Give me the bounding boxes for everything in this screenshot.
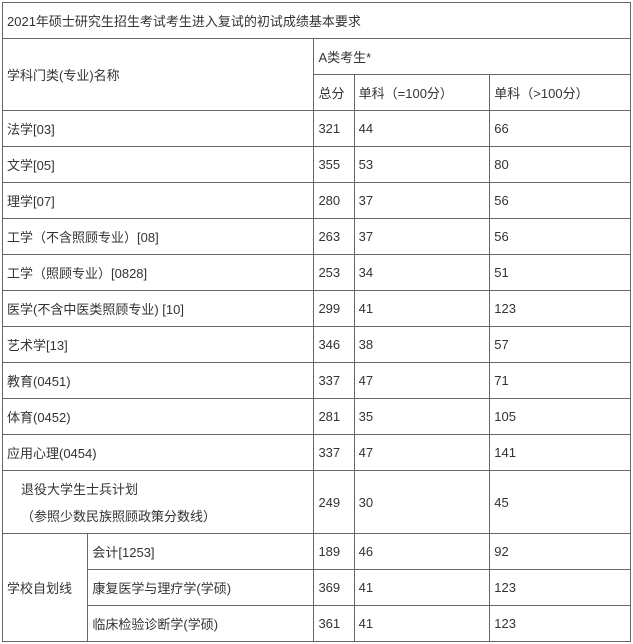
table-row: 教育(0451)3374771 xyxy=(3,363,631,399)
table-row: 体育(0452)28135105 xyxy=(3,399,631,435)
row-s1: 34 xyxy=(354,255,490,291)
row-total: 280 xyxy=(314,183,354,219)
row-total: 253 xyxy=(314,255,354,291)
row-s2: 123 xyxy=(490,570,631,606)
row-s1: 47 xyxy=(354,435,490,471)
row-name: 工学（照顾专业）[0828] xyxy=(3,255,314,291)
veteran-s1: 30 xyxy=(354,471,490,534)
table-row: 法学[03]3214466 xyxy=(3,111,631,147)
row-name: 工学（不含照顾专业）[08] xyxy=(3,219,314,255)
row-s2: 123 xyxy=(490,291,631,327)
row-total: 355 xyxy=(314,147,354,183)
row-name: 临床检验诊断学(学硕) xyxy=(88,606,314,642)
row-s2: 80 xyxy=(490,147,631,183)
row-s1: 53 xyxy=(354,147,490,183)
row-s2: 51 xyxy=(490,255,631,291)
row-s2: 56 xyxy=(490,219,631,255)
row-total: 346 xyxy=(314,327,354,363)
row-s1: 47 xyxy=(354,363,490,399)
col-total-header: 总分 xyxy=(314,75,354,111)
row-s2: 141 xyxy=(490,435,631,471)
row-s1: 41 xyxy=(354,291,490,327)
table-row: 理学[07]2803756 xyxy=(3,183,631,219)
row-s1: 37 xyxy=(354,183,490,219)
score-table: 2021年硕士研究生招生考试考生进入复试的初试成绩基本要求 学科门类(专业)名称… xyxy=(2,2,631,642)
row-total: 369 xyxy=(314,570,354,606)
table-row: 工学（不含照顾专业）[08]2633756 xyxy=(3,219,631,255)
row-s1: 41 xyxy=(354,570,490,606)
row-s2: 56 xyxy=(490,183,631,219)
col-gt100-header: 单科（>100分） xyxy=(490,75,631,111)
row-s2: 57 xyxy=(490,327,631,363)
row-total: 281 xyxy=(314,399,354,435)
subject-header: 学科门类(专业)名称 xyxy=(3,39,314,111)
table-row: 应用心理(0454)33747141 xyxy=(3,435,631,471)
row-total: 321 xyxy=(314,111,354,147)
veteran-row: 退役大学生士兵计划 （参照少数民族照顾政策分数线） 249 30 45 xyxy=(3,471,631,534)
col-le100-header: 单科（=100分） xyxy=(354,75,490,111)
row-total: 337 xyxy=(314,363,354,399)
table-title: 2021年硕士研究生招生考试考生进入复试的初试成绩基本要求 xyxy=(3,3,631,39)
row-name: 应用心理(0454) xyxy=(3,435,314,471)
header-row-1: 学科门类(专业)名称 A类考生* xyxy=(3,39,631,75)
row-name: 法学[03] xyxy=(3,111,314,147)
row-name: 文学[05] xyxy=(3,147,314,183)
veteran-total: 249 xyxy=(314,471,354,534)
table-row: 学校自划线会计[1253]1894692 xyxy=(3,534,631,570)
veteran-name: 退役大学生士兵计划 （参照少数民族照顾政策分数线） xyxy=(3,471,314,534)
row-s1: 35 xyxy=(354,399,490,435)
table-row: 艺术学[13]3463857 xyxy=(3,327,631,363)
table-row: 工学（照顾专业）[0828]2533451 xyxy=(3,255,631,291)
row-total: 299 xyxy=(314,291,354,327)
row-s1: 38 xyxy=(354,327,490,363)
row-s2: 71 xyxy=(490,363,631,399)
row-name: 教育(0451) xyxy=(3,363,314,399)
category-header: A类考生* xyxy=(314,39,631,75)
row-name: 医学(不含中医类照顾专业) [10] xyxy=(3,291,314,327)
row-total: 337 xyxy=(314,435,354,471)
row-s2: 92 xyxy=(490,534,631,570)
row-name: 会计[1253] xyxy=(88,534,314,570)
row-name: 理学[07] xyxy=(3,183,314,219)
row-name: 体育(0452) xyxy=(3,399,314,435)
table-row: 医学(不含中医类照顾专业) [10]29941123 xyxy=(3,291,631,327)
title-row: 2021年硕士研究生招生考试考生进入复试的初试成绩基本要求 xyxy=(3,3,631,39)
row-total: 263 xyxy=(314,219,354,255)
row-s1: 44 xyxy=(354,111,490,147)
row-s2: 105 xyxy=(490,399,631,435)
row-s1: 37 xyxy=(354,219,490,255)
table-row: 康复医学与理疗学(学硕)36941123 xyxy=(3,570,631,606)
row-s1: 46 xyxy=(354,534,490,570)
row-s1: 41 xyxy=(354,606,490,642)
veteran-line2: （参照少数民族照顾政策分数线） xyxy=(7,506,309,525)
row-name: 康复医学与理疗学(学硕) xyxy=(88,570,314,606)
table-row: 文学[05]3555380 xyxy=(3,147,631,183)
row-s2: 66 xyxy=(490,111,631,147)
veteran-s2: 45 xyxy=(490,471,631,534)
row-s2: 123 xyxy=(490,606,631,642)
row-name: 艺术学[13] xyxy=(3,327,314,363)
row-total: 189 xyxy=(314,534,354,570)
row-total: 361 xyxy=(314,606,354,642)
school-group-label: 学校自划线 xyxy=(3,534,88,642)
veteran-line1: 退役大学生士兵计划 xyxy=(7,479,309,498)
table-row: 临床检验诊断学(学硕)36141123 xyxy=(3,606,631,642)
